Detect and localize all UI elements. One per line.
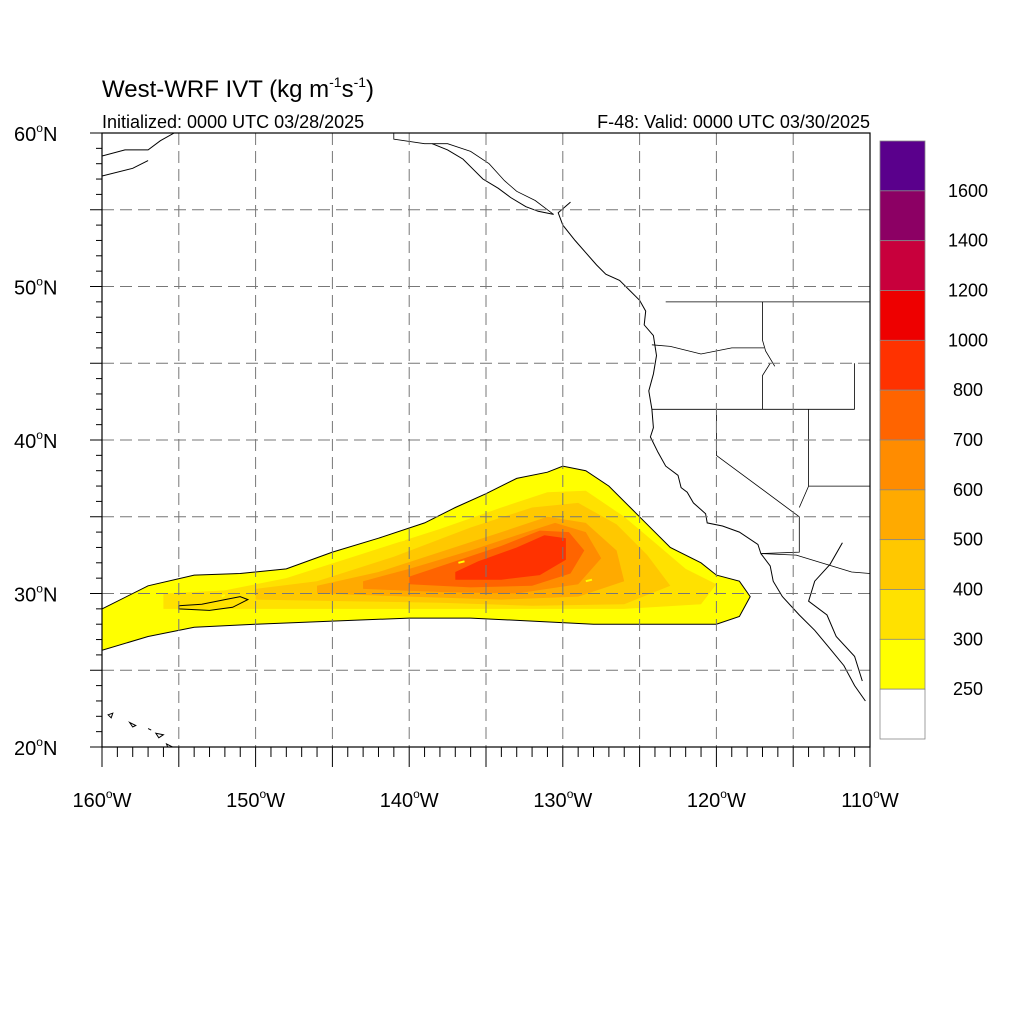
island-outline <box>107 712 114 719</box>
colorbar-label: 800 <box>953 380 983 400</box>
colorbar-swatch <box>879 140 926 192</box>
island-outline <box>178 596 250 611</box>
colorbar-label: 400 <box>953 580 983 600</box>
colorbar-swatch <box>879 638 926 690</box>
colorbar-swatch <box>879 539 926 590</box>
lat-tick-label: 60oN <box>14 121 57 146</box>
colorbar-swatch <box>879 190 926 242</box>
coastline-segment <box>102 160 149 177</box>
colorbar-swatch <box>879 240 926 291</box>
coastline-segment <box>808 542 863 682</box>
ivt-region-800 <box>455 535 566 580</box>
colorbar-label: 300 <box>953 629 983 649</box>
political-border <box>651 344 764 355</box>
lon-tick-label: 140oW <box>380 787 439 812</box>
colorbar-label: 1200 <box>948 281 988 301</box>
ivt-fleck <box>396 538 405 543</box>
lon-tick-label: 160oW <box>73 787 132 812</box>
ivt-fleck <box>221 594 226 598</box>
island-outline <box>128 721 137 728</box>
political-border <box>762 301 776 367</box>
lon-tick-label: 110oW <box>841 787 899 812</box>
chart-title: West-WRF IVT (kg m-1s-1) <box>102 74 374 103</box>
ivt-fleck <box>585 578 593 583</box>
colorbar-label: 1000 <box>948 330 988 350</box>
colorbar-label: 1400 <box>948 231 988 251</box>
colorbar-swatch <box>879 339 926 391</box>
island-outline <box>154 732 165 739</box>
coastline-segment <box>557 201 866 702</box>
lon-tick-label: 150oW <box>226 787 285 812</box>
political-border <box>760 553 870 574</box>
colorbar-label: 700 <box>953 430 983 450</box>
political-border <box>762 363 771 410</box>
coastlines <box>102 133 870 747</box>
lon-tick-label: 120oW <box>687 787 746 812</box>
colorbar-label: 500 <box>953 530 983 550</box>
lat-tick-label: 40oN <box>14 428 57 453</box>
colorbar-label: 250 <box>953 679 983 699</box>
colorbar-label: 600 <box>953 480 983 500</box>
valid-time-label: F-48: Valid: 0000 UTC 03/30/2025 <box>597 112 870 132</box>
colorbar-swatch <box>879 688 926 740</box>
ivt-fleck <box>458 560 465 564</box>
axis-ticks: 60oN 50oN 40oN 30oN 20oN 160oW 150oW 140oW 130oW… <box>14 121 899 812</box>
colorbar: 250 300 400 500 600 700 800 1000 1200 1400 1600 <box>879 140 988 740</box>
colorbar-swatch <box>879 439 926 491</box>
colorbar-swatch <box>879 290 926 341</box>
ivt-fleck <box>163 584 170 589</box>
colorbar-swatch <box>879 589 926 640</box>
map-panel: 60oN 50oN 40oN 30oN 20oN 160oW 150oW 140oW 130oW… <box>14 121 899 812</box>
graticule <box>102 133 870 747</box>
lat-tick-label: 30oN <box>14 582 57 607</box>
colorbar-swatch <box>879 389 926 441</box>
ivt-shading <box>102 465 751 651</box>
island-outline <box>147 728 152 731</box>
colorbar-swatch <box>879 489 926 541</box>
coastline-segment <box>432 143 554 215</box>
coastline-segment <box>102 133 175 157</box>
init-time-label: Initialized: 0000 UTC 03/28/2025 <box>102 112 364 132</box>
colorbar-label: 1600 <box>948 181 988 201</box>
lat-tick-label: 50oN <box>14 275 57 300</box>
lon-tick-label: 130oW <box>533 787 592 812</box>
lat-tick-label: 20oN <box>14 735 57 760</box>
